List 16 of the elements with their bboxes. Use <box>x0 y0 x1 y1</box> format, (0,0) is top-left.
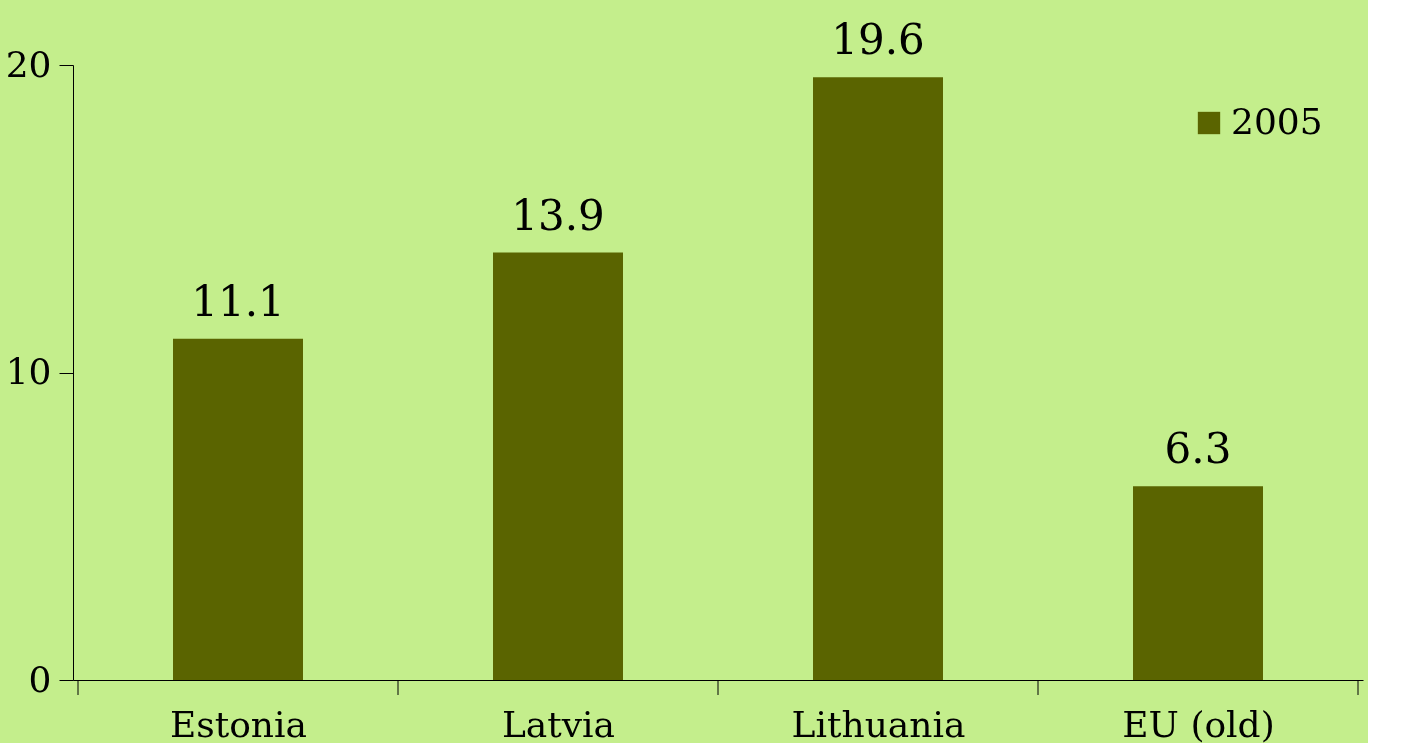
x-tick-label: EU (old) <box>1122 703 1275 745</box>
legend-label: 2005 <box>1231 101 1323 142</box>
data-label: 13.9 <box>511 190 605 240</box>
data-label: 19.6 <box>831 15 925 65</box>
y-tick-label: 10 <box>5 351 52 392</box>
y-tick-label: 20 <box>5 43 52 85</box>
bar <box>1133 486 1263 680</box>
x-tick-label: Estonia <box>169 703 308 745</box>
data-label: 11.1 <box>191 276 285 326</box>
bar <box>493 252 623 680</box>
x-tick-label: Lithuania <box>791 703 966 745</box>
bar <box>173 338 303 680</box>
x-tick-label: Latvia <box>501 703 616 745</box>
data-label: 6.3 <box>1164 424 1232 474</box>
y-tick-label: 0 <box>28 658 52 700</box>
bar <box>813 77 943 680</box>
